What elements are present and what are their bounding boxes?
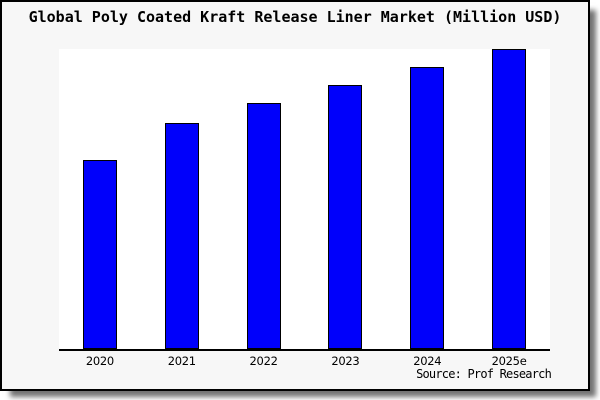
bar-2021 [164, 123, 199, 349]
x-tick-label-2021: 2021 [167, 354, 196, 368]
chart-card: Global Poly Coated Kraft Release Liner M… [0, 0, 590, 391]
chart-title: Global Poly Coated Kraft Release Liner M… [28, 8, 562, 26]
x-tick-label-2022: 2022 [249, 354, 278, 368]
bar-series [59, 49, 550, 349]
bar-2024 [410, 67, 445, 349]
bar-2020 [82, 160, 117, 349]
x-tick-label-2024: 2024 [413, 354, 442, 368]
bar-2022 [246, 103, 281, 349]
x-axis-labels: 2020 2021 2022 2023 2024 2025e [59, 354, 550, 368]
source-attribution: Source: Prof Research [416, 367, 552, 381]
plot-area [59, 49, 550, 351]
x-tick-label-2025e: 2025e [491, 354, 527, 368]
x-tick-label-2020: 2020 [85, 354, 114, 368]
x-tick-label-2023: 2023 [331, 354, 360, 368]
bar-2023 [328, 85, 363, 349]
bar-2025e [492, 49, 527, 349]
